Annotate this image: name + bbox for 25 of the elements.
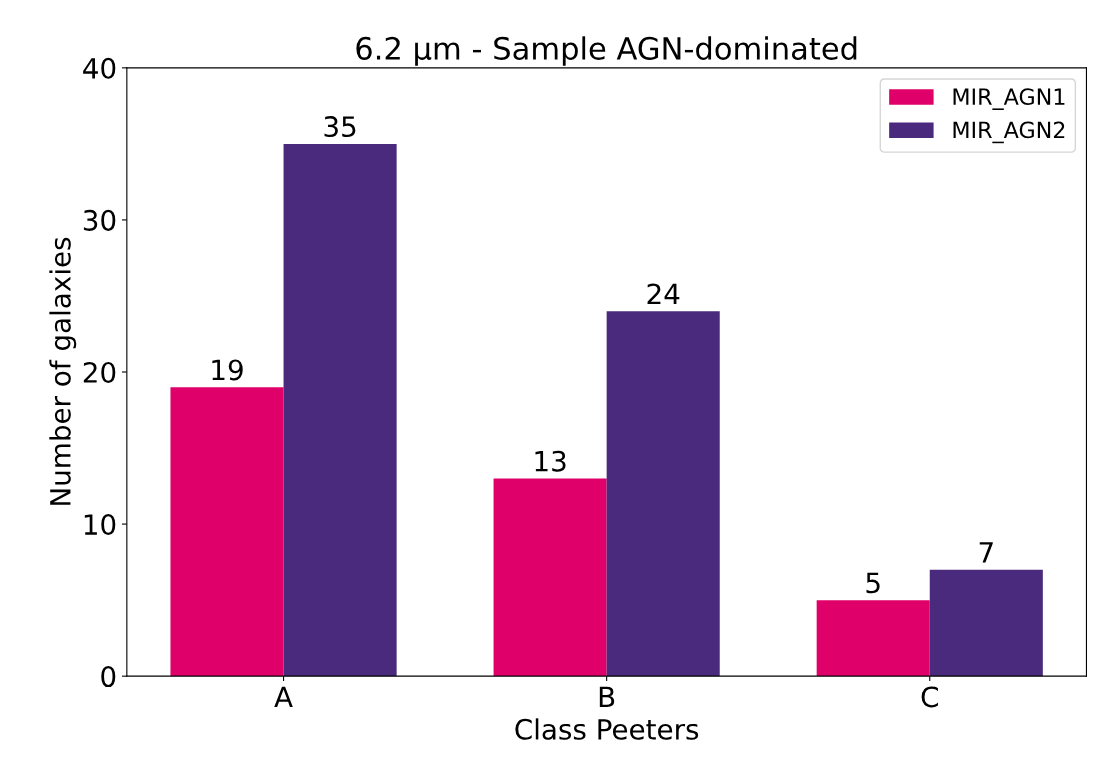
bar xyxy=(606,311,720,677)
x-tick-label: C xyxy=(921,686,938,708)
x-tick-label: B xyxy=(599,686,615,707)
bar xyxy=(929,569,1043,677)
data-label: 5 xyxy=(866,572,880,594)
y-tick-label: 40 xyxy=(83,57,116,79)
bar xyxy=(816,600,930,677)
data-label: 24 xyxy=(647,283,680,305)
x-axis-title: Class Peeters xyxy=(515,718,699,740)
legend-label: MIR_AGN1 xyxy=(953,88,1065,110)
bar xyxy=(170,387,284,677)
data-label: 35 xyxy=(324,116,356,138)
bar xyxy=(493,478,607,677)
y-tick-label: 0 xyxy=(101,666,116,688)
data-label: 13 xyxy=(535,450,566,472)
data-label: 7 xyxy=(979,542,993,563)
legend-label: MIR_AGN2 xyxy=(953,121,1065,144)
x-tick-label: A xyxy=(274,686,293,707)
y-axis-title: Number of galaxies xyxy=(49,237,77,505)
y-tick-label: 10 xyxy=(84,514,116,536)
data-label: 19 xyxy=(212,359,243,381)
chart-title: 6.2 μm - Sample AGN-dominated xyxy=(356,36,857,66)
bar xyxy=(283,143,397,677)
y-tick-label: 30 xyxy=(83,209,116,231)
y-tick-label: 20 xyxy=(83,361,116,383)
